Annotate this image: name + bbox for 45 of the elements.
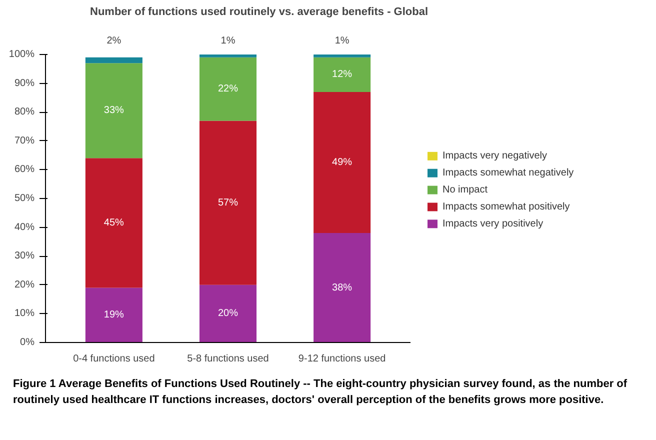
y-tick-label: 10% <box>14 308 35 320</box>
data-label: 20% <box>218 308 238 320</box>
bar <box>314 54 371 58</box>
y-tick-label: 0% <box>20 337 35 348</box>
bar <box>85 63 142 158</box>
data-label: 2% <box>106 36 122 46</box>
bar <box>314 57 371 92</box>
y-tick-label: 90% <box>14 78 35 89</box>
bar <box>85 158 142 288</box>
legend-label: Impacts very positively <box>442 218 544 230</box>
data-label: 33% <box>104 105 124 116</box>
bar <box>199 57 257 121</box>
caption: Figure 1 Average Benefits of Functions Used Routinely -- The eight-country physician survey found, as the number of routinely used healthcare IT functions increases, doctors' overall perception of the benefits grows more positive. <box>13 377 628 408</box>
x-tick-label: 0-4 functions used <box>73 354 155 364</box>
y-tick-label: 30% <box>14 250 35 262</box>
data-label: 1% <box>220 36 236 46</box>
data-label: 49% <box>332 157 352 168</box>
bar <box>199 54 257 58</box>
y-tick-label: 50% <box>14 193 35 204</box>
y-tick-label: 100% <box>8 49 35 60</box>
data-label: 12% <box>332 69 352 80</box>
legend-label: No impact <box>442 184 488 196</box>
y-tick-label: 40% <box>14 222 35 233</box>
bar <box>199 284 257 342</box>
x-tick-label: 9-12 functions used <box>298 354 386 364</box>
data-label: 1% <box>334 36 350 46</box>
data-label: 45% <box>104 217 124 228</box>
y-tick-label: 20% <box>14 279 35 290</box>
data-label: 19% <box>104 310 124 321</box>
legend-label: Impacts somewhat positively <box>442 201 570 212</box>
legend-label: Impacts very negatively <box>442 150 547 162</box>
x-tick-label: 5-8 functions used <box>187 354 269 364</box>
y-tick-label: 70% <box>14 135 35 146</box>
bar <box>85 57 142 64</box>
bar <box>199 120 257 285</box>
y-tick-label: 60% <box>14 164 35 176</box>
bar <box>314 233 371 342</box>
chart-title: Number of functions used routinely vs. average benefits - Global <box>90 5 428 20</box>
legend-label: Impacts somewhat negatively <box>442 168 574 179</box>
bar <box>85 288 142 342</box>
bar <box>314 92 371 234</box>
data-label: 57% <box>218 197 238 208</box>
data-label: 38% <box>332 282 352 294</box>
data-label: 22% <box>218 84 238 95</box>
y-tick-label: 80% <box>14 106 35 118</box>
